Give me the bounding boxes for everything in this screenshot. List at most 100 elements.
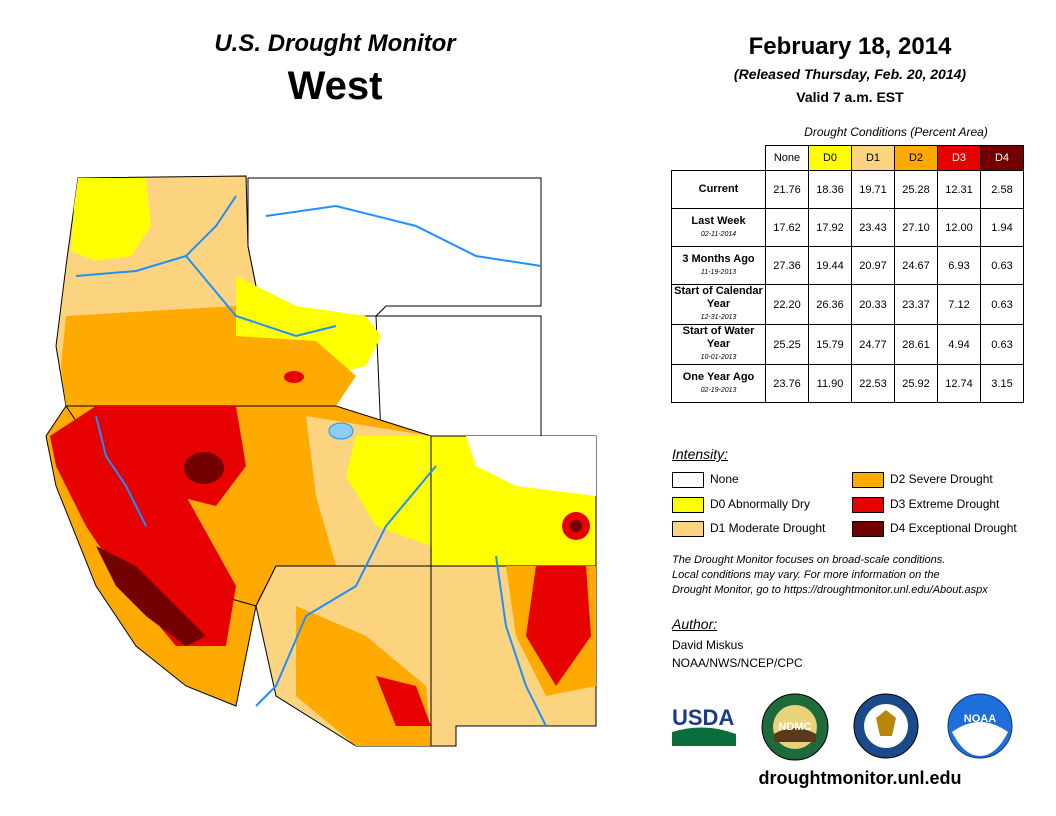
drought-monitor-note: The Drought Monitor focuses on broad-sca… [672,554,988,596]
cell-d0: 18.36 [808,170,852,209]
map-river-snake [185,255,337,338]
svg-text:NOAA: NOAA [964,713,996,725]
map-region-colorado-none [466,436,596,496]
map-date: February 18, 2014 [748,33,952,60]
cell-d0: 15.79 [808,324,852,365]
row-label: Last Week 02-11-2014 [671,208,766,247]
map-region-wyoming-none [375,315,542,437]
svg-text:NDMC: NDMC [779,721,812,733]
legend-swatch [672,520,704,537]
cell-none: 25.25 [765,324,809,365]
map-lake-great-salt [328,422,354,440]
cell-d1: 24.77 [851,324,895,365]
map-river-colorado [255,465,437,707]
cell-d1: 22.53 [851,364,895,403]
table-header-row: None D0 D1 D2 D3 D4 [672,145,1024,171]
legend-swatch [672,471,704,488]
map-region-new-mexico-d3 [526,566,591,686]
map-region-colorado-d4 [570,520,582,532]
cell-d4: 1.94 [980,208,1024,247]
cell-d2: 24.67 [894,246,938,285]
cell-d3: 12.31 [937,170,981,209]
row-label: Start of Water Year 10-01-2013 [671,324,766,365]
legend-title: Intensity: [672,446,729,462]
row-label: One Year Ago 02-19-2013 [671,364,766,403]
map-region-wyoming-d3 [284,371,304,383]
cell-d0: 17.92 [808,208,852,247]
cell-d3: 4.94 [937,324,981,365]
author-name: David Miskus [672,638,744,652]
legend-item-d4: D4 Exceptional Drought [852,520,1017,537]
header-d3: D3 [937,145,981,171]
cell-none: 27.36 [765,246,809,285]
legend-swatch [672,496,704,513]
legend-swatch [852,496,884,513]
ndmc-logo: NDMC [761,693,829,761]
table-row: Start of Calendar Year 12-31-2013 22.20 2… [671,284,1024,325]
table-row: 3 Months Ago 11-19-2013 27.36 19.44 20.97… [671,246,1024,285]
map-title: U.S. Drought Monitor [214,30,456,57]
row-label: 3 Months Ago 11-19-2013 [671,246,766,285]
drought-conditions-table: None D0 D1 D2 D3 D4 Current 21.76 18.36 … [671,145,1024,403]
cell-none: 23.76 [765,364,809,403]
cell-d4: 0.63 [980,284,1024,325]
row-label: Start of Calendar Year 12-31-2013 [671,284,766,325]
cell-d1: 20.97 [851,246,895,285]
region-title: West [287,64,383,108]
legend-item-none: None [672,471,739,488]
table-row: One Year Ago 02-19-2013 23.76 11.90 22.53… [671,364,1024,403]
map-region-california-d3 [50,406,236,646]
legend-item-d0: D0 Abnormally Dry [672,496,810,513]
legend-item-d1: D1 Moderate Drought [672,520,825,537]
cell-d3: 7.12 [937,284,981,325]
cell-d2: 28.61 [894,324,938,365]
author-organization: NOAA/NWS/NCEP/CPC [672,656,803,670]
map-region-or-south-d2 [61,306,236,406]
legend-item-d3: D3 Extreme Drought [852,496,999,513]
header-d2: D2 [894,145,938,171]
header-d1: D1 [851,145,895,171]
legend-swatch [852,520,884,537]
map-river-sacramento [95,415,147,527]
cell-none: 21.76 [765,170,809,209]
map-region-california-d4 [96,546,206,646]
cell-d4: 3.15 [980,364,1024,403]
map-river-rio-grande [495,555,547,727]
header-blank-cell [672,146,766,171]
cell-d1: 19.71 [851,170,895,209]
release-date: (Released Thursday, Feb. 20, 2014) [733,66,967,82]
cell-none: 17.62 [765,208,809,247]
cell-d3: 12.00 [937,208,981,247]
cell-d4: 0.63 [980,246,1024,285]
table-row: Current 21.76 18.36 19.71 25.28 12.31 2.… [671,170,1024,209]
cell-d1: 20.33 [851,284,895,325]
table-caption: Drought Conditions (Percent Area) [804,125,988,139]
cell-d3: 6.93 [937,246,981,285]
map-region-utah-d0 [346,436,431,546]
drought-map [45,175,597,747]
cell-d1: 23.43 [851,208,895,247]
cell-d2: 25.28 [894,170,938,209]
cell-d2: 23.37 [894,284,938,325]
noaa-logo: NOAA [947,693,1013,759]
header-d0: D0 [808,145,852,171]
usda-logo: USDA [672,705,736,746]
map-region-idaho-d2 [236,336,356,406]
table-row: Last Week 02-11-2014 17.62 17.92 23.43 27… [671,208,1024,247]
row-label: Current [671,170,766,209]
cell-none: 22.20 [765,284,809,325]
cell-d0: 19.44 [808,246,852,285]
commerce-logo [853,693,919,759]
cell-d4: 2.58 [980,170,1024,209]
cell-d0: 11.90 [808,364,852,403]
cell-d4: 0.63 [980,324,1024,365]
cell-d2: 25.92 [894,364,938,403]
legend-swatch [852,471,884,488]
website-url[interactable]: droughtmonitor.unl.edu [758,768,962,788]
valid-time: Valid 7 a.m. EST [796,89,904,105]
cell-d3: 12.74 [937,364,981,403]
map-region-montana-none [247,177,542,317]
map-region-nevada-d4 [184,452,224,484]
header-d4: D4 [980,145,1024,171]
legend-item-d2: D2 Severe Drought [852,471,993,488]
